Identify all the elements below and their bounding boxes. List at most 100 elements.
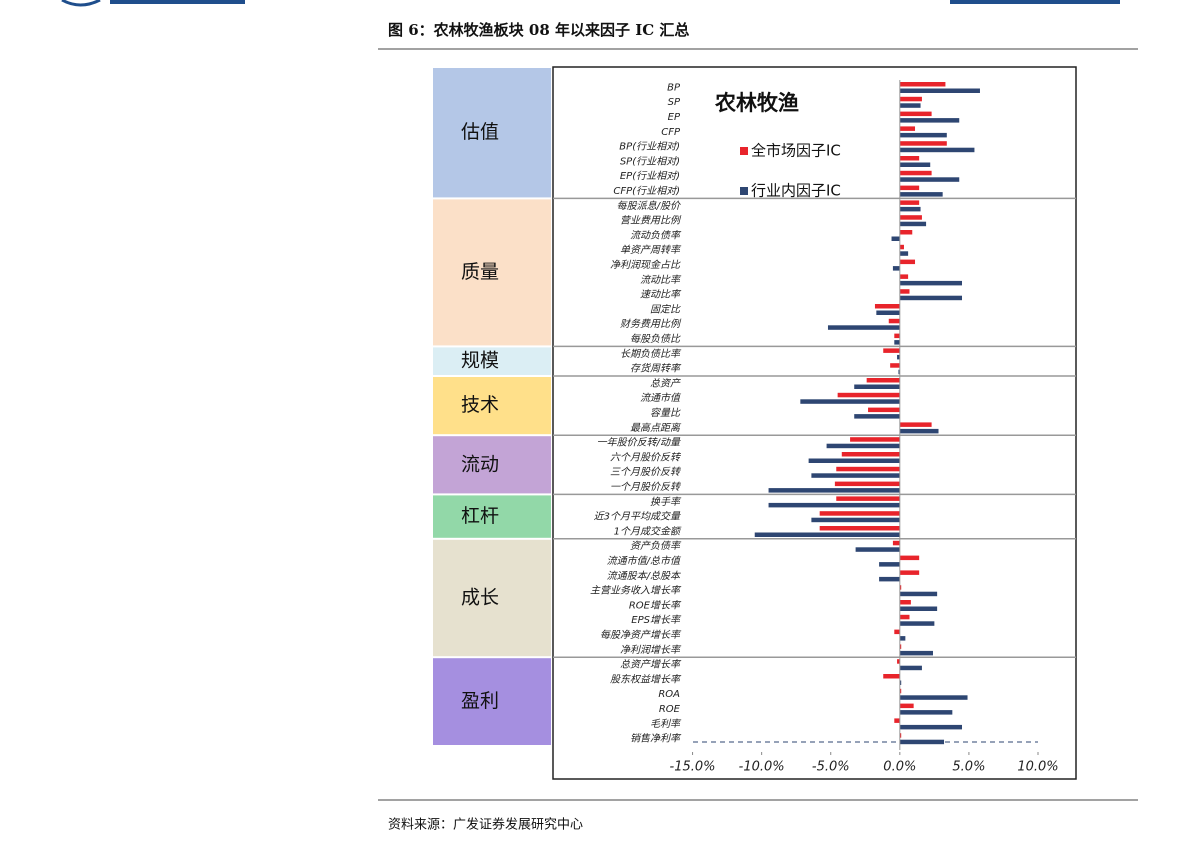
bar [836, 466, 900, 472]
x-tick-label: -5.0% [812, 760, 850, 775]
bar [768, 488, 900, 493]
bar [899, 221, 927, 227]
bar [899, 422, 932, 427]
category-label: 资产负债率 [630, 540, 682, 552]
bar [899, 680, 902, 685]
bar [819, 511, 900, 516]
bar [899, 230, 913, 235]
category-label: 一年股价反转/动量 [597, 437, 681, 449]
bar [899, 200, 920, 205]
category-label: 每股净资产增长率 [600, 629, 682, 641]
bar [811, 517, 900, 523]
bar [899, 88, 980, 93]
category-label: EP [668, 112, 681, 123]
category-label: 流通股本/总股本 [607, 570, 681, 582]
bar [892, 266, 900, 271]
group-label: 规模 [461, 350, 499, 372]
category-label: 三个月股价反转 [610, 466, 682, 478]
bar [897, 354, 900, 360]
category-label: 主营业务收入增长率 [590, 585, 682, 597]
category-label: 流动比率 [640, 274, 682, 286]
bar [899, 118, 960, 123]
category-label: 总资产增长率 [620, 659, 682, 671]
bar [899, 555, 920, 561]
bar [899, 295, 963, 301]
bar [855, 547, 900, 552]
group-label: 估值 [461, 121, 499, 143]
bar [890, 363, 900, 368]
bar [879, 562, 900, 567]
category-label: 流通市值/总市值 [607, 555, 682, 567]
category-label: 1个月成交金额 [614, 525, 682, 537]
plot-frame [552, 66, 1077, 780]
bar [800, 399, 900, 404]
bar [826, 443, 900, 449]
header-text [950, 0, 1120, 4]
category-label: BP [667, 82, 681, 93]
bar [808, 458, 900, 463]
bar [899, 591, 938, 597]
bar [899, 82, 946, 87]
bar [899, 703, 914, 709]
bar [899, 96, 922, 102]
bar [899, 185, 920, 191]
bar [899, 428, 939, 434]
legend-swatch [740, 187, 748, 195]
bar [854, 414, 900, 419]
group-box [433, 347, 551, 375]
x-tick-label: -15.0% [670, 760, 716, 775]
bar [899, 156, 920, 161]
x-tick-label: 10.0% [1017, 760, 1058, 775]
category-label: 毛利率 [650, 718, 682, 730]
bar [899, 251, 909, 256]
bar [899, 259, 916, 265]
bar [883, 348, 900, 353]
category-label: CFP(行业相对) [613, 185, 680, 197]
group-box [433, 539, 551, 657]
category-label: 净利润现金占比 [610, 259, 681, 271]
bar [827, 325, 900, 330]
bar [899, 606, 938, 611]
category-label: 六个月股价反转 [610, 451, 682, 463]
x-tick-label: 0.0% [883, 760, 916, 775]
bar [899, 132, 947, 138]
bar [879, 576, 900, 582]
group-box [433, 436, 551, 494]
bar [899, 621, 935, 626]
bar [899, 162, 931, 167]
group-box [433, 68, 551, 198]
category-label: ROE增长率 [629, 599, 682, 611]
group-label: 质量 [461, 261, 499, 283]
bar [834, 481, 900, 487]
bar [899, 126, 916, 131]
bar [866, 378, 900, 383]
bar [899, 724, 963, 730]
category-label: 单资产周转率 [620, 244, 682, 256]
category-label: 销售净利率 [630, 733, 682, 745]
category-label: ROE [659, 704, 681, 715]
category-label: 流通市值 [640, 392, 682, 404]
chart-title: 农林牧渔 [714, 91, 799, 115]
bar [819, 526, 900, 531]
category-label: SP(行业相对) [620, 155, 680, 167]
bar [876, 310, 900, 315]
bar [874, 304, 900, 309]
category-label: 容量比 [650, 407, 681, 419]
logo-text [110, 0, 245, 4]
category-label: 一个月股价反转 [610, 481, 682, 493]
category-label: 固定比 [650, 303, 681, 315]
source: 资料来源：广发证券发展研究中心 [388, 817, 583, 833]
bar [899, 274, 909, 279]
group-box [433, 658, 551, 745]
group-label: 盈利 [461, 690, 499, 712]
legend-label: 行业内因子IC [751, 182, 841, 200]
bar [754, 532, 900, 537]
group-label: 成长 [461, 587, 499, 609]
category-label: 净利润增长率 [620, 644, 682, 656]
group-label: 技术 [461, 394, 499, 416]
bar [899, 570, 920, 575]
bar [899, 177, 960, 182]
category-label: EP(行业相对) [620, 170, 680, 182]
bar [841, 452, 900, 457]
bar [899, 111, 932, 117]
